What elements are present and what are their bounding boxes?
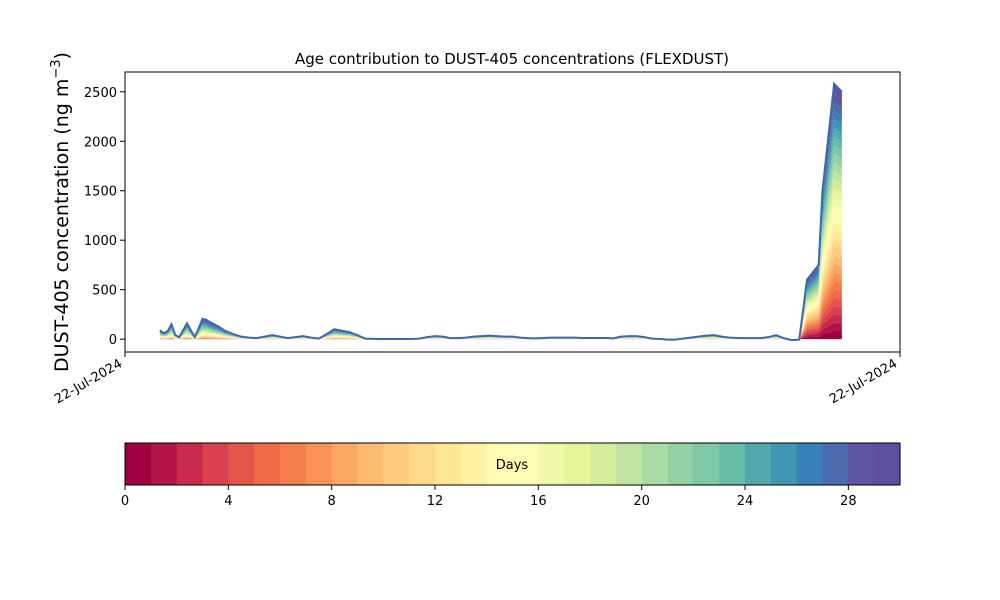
colorbar-swatch [357,443,384,485]
x-axis: 22-Jul-2024 22-Jul-2024 [52,352,901,407]
colorbar-tick-label: 12 [427,494,444,509]
area-band-18 [159,179,842,340]
colorbar-swatch [125,443,152,485]
colorbar-swatch [383,443,410,485]
y-tick-label: 1500 [84,185,117,200]
colorbar-label: Days [496,458,529,473]
colorbar-swatch [486,443,513,485]
colorbar-frame [124,442,901,486]
colorbar-swatch [150,443,178,485]
area-band-29 [159,83,842,341]
y-axis-label-close: ) [51,52,73,59]
colorbar-swatch [409,443,436,485]
y-axis: 0 500 1000 1500 2000 2500 [84,86,125,348]
plot-area [159,81,843,342]
colorbar-swatch [564,443,591,485]
area-band-19 [159,170,842,340]
colorbar [125,443,901,485]
colorbar-tick-label: 28 [840,494,857,509]
colorbar-tick-label: 20 [633,494,650,509]
area-band-25 [159,118,842,340]
colorbar-tick-label: 16 [530,494,547,509]
colorbar-swatch [590,443,617,485]
area-band-3 [159,305,842,340]
area-band-11 [159,238,842,340]
y-tick-label: 2000 [84,135,117,150]
colorbar-swatch [512,443,539,485]
area-band-26 [159,110,842,340]
colorbar-swatch [435,443,462,485]
area-band-13 [159,221,842,340]
colorbar-swatch [538,443,565,485]
colorbar-swatch [770,443,798,485]
colorbar-tick-label: 8 [328,494,336,509]
colorbar-swatch [305,443,333,485]
colorbar-swatch [693,443,720,485]
colorbar-swatch [460,443,488,485]
y-tick-label: 500 [92,284,117,299]
colorbar-swatch [874,443,901,485]
colorbar-tick-label: 4 [224,494,232,509]
area-band-9 [159,255,842,340]
colorbar-swatch [848,443,875,485]
area-band-21 [159,153,842,340]
colorbar-axis: 0 4 8 12 16 20 24 28 [121,485,857,509]
area-band-7 [159,272,842,340]
colorbar-swatch [796,443,823,485]
x-tick-label: 22-Jul-2024 [827,356,900,407]
colorbar-swatch [254,443,281,485]
colorbar-swatch [745,443,772,485]
area-band-8 [159,264,842,340]
y-axis-label-unit-exponent: −3 [49,59,64,78]
y-tick-label: 2500 [84,86,117,101]
y-tick-label: 0 [109,333,117,348]
colorbar-tick-label: 24 [737,494,754,509]
colorbar-swatch [176,443,203,485]
colorbar-swatch [719,443,746,485]
axes-frame [124,71,901,353]
area-band-22 [159,144,842,340]
area-band-17 [159,187,842,340]
colorbar-swatch [280,443,307,485]
colorbar-swatch [615,443,643,485]
colorbar-swatch [202,443,229,485]
area-band-10 [159,247,842,340]
area-band-4 [159,297,842,340]
area-band-16 [159,196,842,340]
area-band-23 [159,136,842,340]
colorbar-swatch [331,443,358,485]
area-band-27 [159,101,842,340]
area-band-28 [159,92,842,341]
y-tick-label: 1000 [84,234,117,249]
total-series-line [159,81,843,342]
area-band-12 [159,230,842,340]
area-band-20 [159,162,842,340]
y-axis-label-main: DUST-405 concentration (ng m [51,79,73,372]
colorbar-swatch [641,443,668,485]
chart-title: Age contribution to DUST-405 concentrati… [295,50,729,68]
area-band-15 [159,204,842,340]
area-band-6 [159,280,842,340]
area-band-24 [159,127,842,340]
colorbar-swatch [228,443,255,485]
colorbar-tick-label: 0 [121,494,129,509]
y-axis-label: DUST-405 concentration (ng m−3) [49,52,73,372]
area-band-14 [159,213,842,340]
area-band-5 [159,289,842,340]
colorbar-swatch [667,443,694,485]
colorbar-swatch [822,443,849,485]
